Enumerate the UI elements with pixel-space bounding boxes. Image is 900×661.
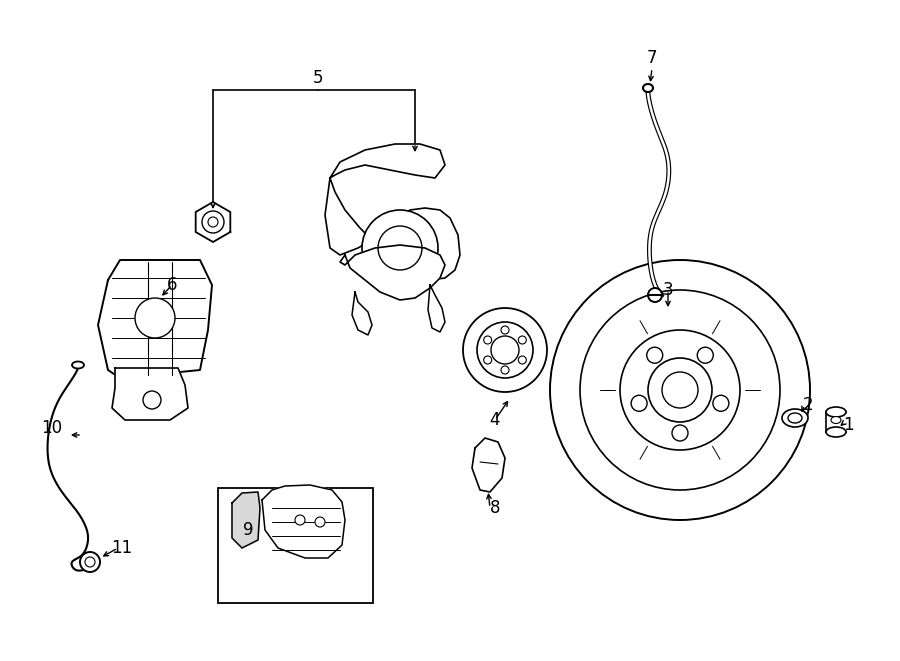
Text: 5: 5 — [313, 69, 323, 87]
Circle shape — [713, 395, 729, 411]
Text: 9: 9 — [243, 521, 253, 539]
Circle shape — [463, 308, 547, 392]
Circle shape — [518, 356, 526, 364]
Polygon shape — [428, 285, 445, 332]
Polygon shape — [98, 260, 212, 378]
Ellipse shape — [826, 407, 846, 417]
Circle shape — [85, 557, 95, 567]
Circle shape — [362, 210, 438, 286]
Bar — [218, 488, 373, 603]
Circle shape — [143, 391, 161, 409]
Circle shape — [378, 226, 422, 270]
Circle shape — [662, 372, 698, 408]
Circle shape — [631, 395, 647, 411]
Circle shape — [672, 425, 688, 441]
Circle shape — [698, 347, 714, 363]
Polygon shape — [325, 178, 460, 280]
Circle shape — [208, 217, 218, 227]
Text: 11: 11 — [112, 539, 132, 557]
Polygon shape — [352, 292, 372, 335]
Text: 2: 2 — [803, 396, 814, 414]
Circle shape — [501, 326, 509, 334]
Polygon shape — [262, 485, 345, 558]
Circle shape — [483, 336, 491, 344]
Ellipse shape — [788, 413, 802, 423]
Text: 10: 10 — [41, 419, 63, 437]
Circle shape — [491, 336, 519, 364]
Polygon shape — [232, 492, 260, 548]
Polygon shape — [112, 368, 188, 420]
Circle shape — [501, 366, 509, 374]
Text: 8: 8 — [490, 499, 500, 517]
Ellipse shape — [643, 84, 653, 92]
Circle shape — [648, 358, 712, 422]
Ellipse shape — [782, 409, 808, 427]
Ellipse shape — [826, 427, 846, 437]
Text: 3: 3 — [662, 281, 673, 299]
Polygon shape — [340, 245, 445, 300]
Circle shape — [135, 298, 175, 338]
Circle shape — [647, 347, 662, 363]
Polygon shape — [472, 438, 505, 492]
Circle shape — [295, 515, 305, 525]
Polygon shape — [330, 144, 445, 178]
Ellipse shape — [831, 416, 841, 424]
Text: 7: 7 — [647, 49, 657, 67]
Text: 6: 6 — [166, 276, 177, 294]
Circle shape — [202, 211, 224, 233]
Circle shape — [80, 552, 100, 572]
Circle shape — [477, 322, 533, 378]
Circle shape — [518, 336, 526, 344]
Circle shape — [483, 356, 491, 364]
Circle shape — [620, 330, 740, 450]
Circle shape — [550, 260, 810, 520]
Circle shape — [315, 517, 325, 527]
Text: 4: 4 — [490, 411, 500, 429]
Text: 1: 1 — [842, 416, 853, 434]
Circle shape — [648, 288, 662, 302]
Ellipse shape — [72, 362, 84, 368]
Circle shape — [580, 290, 780, 490]
